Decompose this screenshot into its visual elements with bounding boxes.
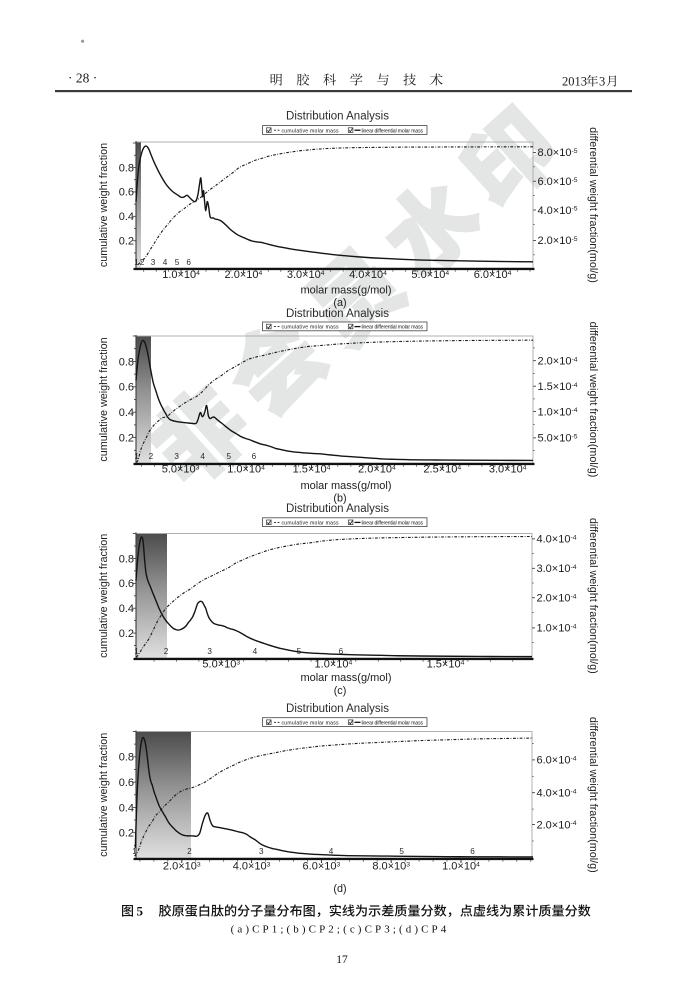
svg-text:differential weight fraction(m: differential weight fraction(mol/g) [587, 518, 599, 674]
svg-text:0.2: 0.2 [119, 628, 134, 640]
svg-text:0.6: 0.6 [119, 382, 134, 394]
svg-text:cumulative molar mass: cumulative molar mass [282, 325, 340, 331]
svg-text:differential weight fraction(m: differential weight fraction(mol/g) [587, 127, 599, 283]
svg-text:4: 4 [253, 647, 258, 656]
svg-text:0.6: 0.6 [119, 187, 134, 199]
svg-text:5: 5 [227, 452, 232, 461]
svg-text:linear differential molar mass: linear differential molar mass [362, 325, 424, 331]
svg-text:2.0×103: 2.0×103 [163, 861, 201, 873]
svg-text:2: 2 [164, 647, 169, 656]
svg-text:3: 3 [174, 452, 179, 461]
svg-text:differential weight fraction(m: differential weight fraction(mol/g) [587, 717, 599, 873]
svg-text:cumulative molar mass: cumulative molar mass [282, 720, 340, 726]
svg-text:cumulative weight fraction: cumulative weight fraction [98, 143, 110, 267]
svg-text:0.2: 0.2 [119, 236, 134, 248]
svg-text:5: 5 [175, 258, 180, 267]
svg-text:0.4: 0.4 [119, 603, 134, 615]
svg-text:molar mass(g/mol): molar mass(g/mol) [300, 672, 391, 684]
svg-text:cumulative weight fraction: cumulative weight fraction [98, 337, 110, 461]
svg-text:0.8: 0.8 [119, 356, 134, 368]
svg-text:cumulative molar mass: cumulative molar mass [282, 521, 340, 527]
svg-text:cumulative molar mass: cumulative molar mass [282, 128, 340, 134]
svg-text:5: 5 [399, 847, 404, 856]
svg-text:1: 1 [134, 452, 139, 461]
svg-text:1.0×104: 1.0×104 [442, 861, 480, 873]
svg-text:6: 6 [252, 452, 257, 461]
svg-text:2013: 2013 [562, 75, 587, 89]
svg-text:(d): (d) [333, 883, 346, 895]
svg-text:3: 3 [207, 647, 212, 656]
svg-text:1: 1 [134, 258, 139, 267]
svg-text:3: 3 [151, 258, 156, 267]
svg-text:0.6: 0.6 [119, 578, 134, 590]
svg-text:2: 2 [149, 452, 154, 461]
svg-text:5: 5 [137, 904, 144, 919]
svg-text:linear differential molar mass: linear differential molar mass [362, 521, 424, 527]
svg-text:linear differential molar mass: linear differential molar mass [362, 720, 424, 726]
svg-text:Distribution Analysis: Distribution Analysis [286, 503, 389, 515]
svg-text:Distribution Analysis: Distribution Analysis [286, 703, 389, 715]
svg-text:3: 3 [259, 847, 264, 856]
svg-text:6.0×103: 6.0×103 [303, 861, 341, 873]
svg-text:(a)CP1;(b)CP2;(c)CP3;(d)CP4: (a)CP1;(b)CP2;(c)CP3;(d)CP4 [231, 924, 450, 936]
svg-text:differential weight fraction(m: differential weight fraction(mol/g) [587, 322, 599, 478]
svg-text:0.6: 0.6 [119, 777, 134, 789]
svg-text:4.0×103: 4.0×103 [233, 861, 271, 873]
svg-text:linear differential molar mass: linear differential molar mass [362, 128, 424, 134]
svg-text:4: 4 [163, 258, 168, 267]
svg-text:· 28 ·: · 28 · [68, 71, 97, 86]
svg-text:0.4: 0.4 [119, 802, 134, 814]
svg-text:17: 17 [336, 954, 348, 966]
svg-text:Distribution Analysis: Distribution Analysis [286, 308, 389, 320]
svg-text:Distribution Analysis: Distribution Analysis [286, 111, 389, 123]
svg-text:cumulative weight fraction: cumulative weight fraction [98, 534, 110, 658]
svg-text:8.0×103: 8.0×103 [372, 861, 410, 873]
svg-text:(c): (c) [334, 685, 347, 697]
svg-text:0.8: 0.8 [119, 752, 134, 764]
svg-text:molar mass(g/mol): molar mass(g/mol) [300, 285, 391, 297]
svg-text:6: 6 [186, 258, 191, 267]
svg-text:0.8: 0.8 [119, 162, 134, 174]
svg-text:0.4: 0.4 [119, 407, 134, 419]
svg-text:0.2: 0.2 [119, 828, 134, 840]
svg-text:1: 1 [134, 647, 139, 656]
svg-text:6: 6 [470, 847, 475, 856]
svg-text:cumulative weight fraction: cumulative weight fraction [98, 733, 110, 857]
svg-text:4: 4 [200, 452, 205, 461]
svg-text:0.8: 0.8 [119, 553, 134, 565]
svg-text:0.2: 0.2 [119, 433, 134, 445]
svg-text:2: 2 [187, 847, 192, 856]
svg-text:molar mass(g/mol): molar mass(g/mol) [300, 480, 391, 492]
svg-text:3: 3 [599, 75, 605, 89]
svg-text:0.4: 0.4 [119, 211, 134, 223]
